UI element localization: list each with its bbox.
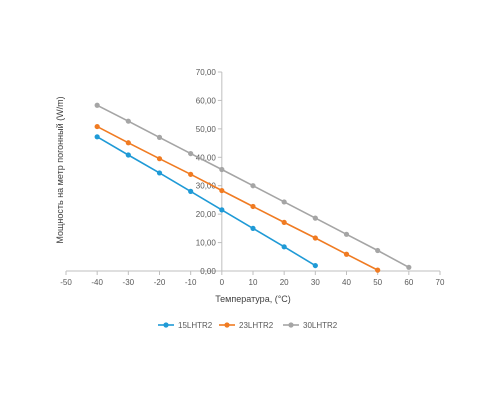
data-point	[188, 171, 194, 177]
data-point	[312, 262, 318, 269]
data-point	[156, 156, 163, 162]
data-point	[250, 183, 256, 189]
legend-label: 23LHTR2	[239, 321, 274, 330]
x-tick-label: 70	[436, 278, 445, 287]
x-tick-label: 40	[342, 278, 351, 287]
data-point	[281, 199, 287, 205]
data-point	[94, 102, 100, 108]
data-point	[219, 207, 225, 213]
data-point	[125, 118, 131, 124]
data-point	[281, 244, 287, 250]
data-point	[125, 152, 131, 158]
y-tick-label: 10,00	[196, 239, 217, 248]
legend-item: 15LHTR2	[158, 321, 213, 330]
data-point	[188, 188, 194, 194]
x-tick-label: -10	[185, 278, 197, 287]
x-tick-label: 10	[249, 278, 258, 287]
data-point	[343, 231, 350, 237]
legend: 15LHTR2 23LHTR2 30LHTR2	[158, 321, 338, 330]
y-axis-title: Мощность на метр погонный (W/m)	[55, 96, 65, 243]
data-point	[250, 203, 256, 210]
data-point	[375, 267, 381, 273]
x-tick-label: -50	[60, 278, 72, 287]
data-point	[312, 215, 318, 221]
x-axis-title: Температура, (°C)	[215, 294, 291, 304]
axes-layer: -50 -40 -30 -20 -10 0 10 20 30 40 50 60 70 0,00 10,00 2…	[60, 68, 445, 287]
x-tick-label: -30	[123, 278, 135, 287]
y-tick-label: 30,00	[196, 182, 217, 191]
data-point	[219, 166, 225, 173]
legend-marker	[163, 322, 169, 328]
data-point	[343, 251, 350, 257]
legend-label: 15LHTR2	[178, 321, 213, 330]
y-tick-label: 70,00	[196, 68, 217, 77]
data-point	[406, 264, 412, 270]
x-tick-label: 30	[311, 278, 320, 287]
y-tick-label: 40,00	[196, 153, 217, 162]
y-tick-label: 0,00	[200, 267, 216, 276]
data-point	[156, 170, 163, 176]
legend-item: 30LHTR2	[283, 321, 338, 330]
series-15LHTR2	[94, 134, 318, 269]
data-point	[125, 140, 131, 146]
data-point	[250, 225, 256, 231]
series-line	[96, 136, 316, 267]
series-layer	[94, 102, 412, 273]
data-point	[281, 219, 287, 225]
x-tick-label: -20	[154, 278, 166, 287]
legend-item: 23LHTR2	[219, 321, 274, 330]
data-point	[188, 150, 194, 157]
series-23LHTR2	[94, 123, 381, 273]
x-tick-label: -40	[91, 278, 103, 287]
y-tick-label: 20,00	[196, 210, 217, 219]
legend-label: 30LHTR2	[303, 321, 338, 330]
legend-marker	[224, 322, 230, 328]
data-point	[375, 247, 381, 254]
y-tick-label: 50,00	[196, 125, 217, 134]
data-point	[312, 235, 318, 241]
series-line	[96, 125, 379, 271]
legend-marker	[288, 322, 294, 328]
x-tick-label: 60	[404, 278, 413, 287]
x-tick-label: 0	[220, 278, 225, 287]
data-point	[156, 134, 163, 140]
data-point	[94, 123, 100, 130]
x-tick-label: 50	[373, 278, 382, 287]
data-point	[219, 187, 225, 194]
x-tick-label: 20	[280, 278, 289, 287]
y-tick-label: 60,00	[196, 96, 217, 105]
data-point	[94, 134, 100, 140]
series-30LHTR2	[94, 102, 412, 270]
